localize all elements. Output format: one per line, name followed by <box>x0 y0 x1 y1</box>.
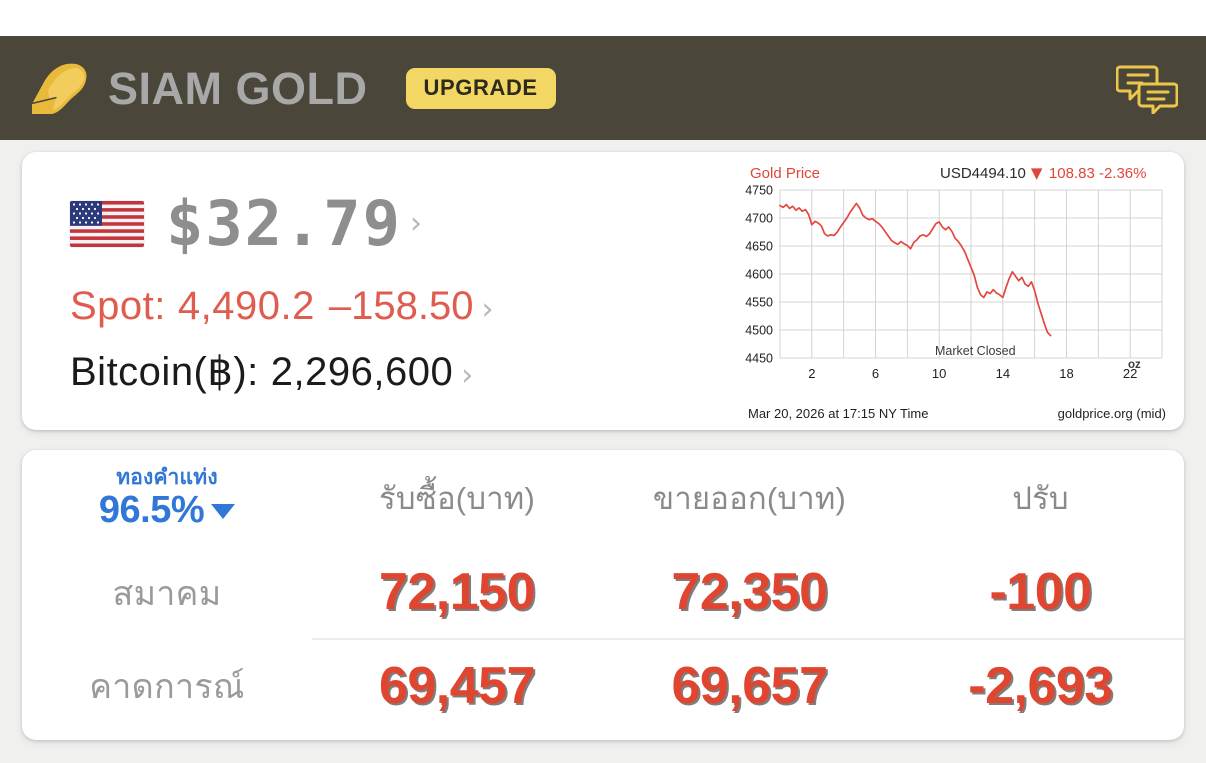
svg-text:4700: 4700 <box>745 212 773 226</box>
chart-footer-source: goldprice.org (mid) <box>1058 406 1166 421</box>
spot-delta: –158.50 <box>328 284 474 328</box>
svg-text:4600: 4600 <box>745 268 773 282</box>
chat-bubbles-icon[interactable] <box>1116 62 1178 114</box>
table-row: สมาคม 72,150 72,350 -100 <box>22 546 1184 639</box>
price-summary-card: $32.79 › Spot: 4,490.2 –158.50 › Bitcoin… <box>22 152 1184 430</box>
chart-change: 108.83 -2.36% <box>1049 165 1147 182</box>
column-header-change: ปรับ <box>1012 481 1069 516</box>
bitcoin-value: 2,296,600 <box>270 350 454 394</box>
spot-label: Spot: <box>70 284 166 328</box>
chart-quote-price: USD4494.10 <box>940 165 1026 182</box>
chart-title: Gold Price <box>750 165 820 182</box>
bitcoin-label: Bitcoin(฿): <box>70 350 259 394</box>
status-bar <box>0 0 1206 36</box>
spot-price-row[interactable]: Spot: 4,490.2 –158.50 › <box>70 284 722 329</box>
column-header-buy: รับซื้อ(บาท) <box>379 481 535 516</box>
svg-text:4550: 4550 <box>745 296 773 310</box>
chart-price-line <box>779 202 1052 337</box>
us-flag-icon <box>70 201 144 247</box>
triangle-down-icon: ▼ <box>1031 164 1043 182</box>
spot-value: 4,490.2 <box>177 284 315 328</box>
cell-change-association: -100 <box>989 563 1092 621</box>
purity-selector[interactable]: ทองคำแท่ง 96.5% <box>22 450 312 546</box>
chart-annotation: Market Closed <box>935 344 1016 358</box>
table-header-row: ทองคำแท่ง 96.5% รับซื้อ(บาท) ขายออก(บาท)… <box>22 450 1184 546</box>
chevron-right-icon: › <box>481 292 494 327</box>
cell-sell-association: 72,350 <box>671 563 828 621</box>
purity-kind-label: ทองคำแท่ง <box>116 466 218 489</box>
svg-text:2: 2 <box>808 366 815 381</box>
gold-bar-logo-icon <box>31 63 87 114</box>
chart-x-tick-labels: 2 6 10 14 18 22 <box>808 366 1137 381</box>
price-list: $32.79 › Spot: 4,490.2 –158.50 › Bitcoin… <box>22 152 722 430</box>
chevron-right-icon: › <box>461 358 474 393</box>
cell-change-forecast: -2,693 <box>897 638 1184 732</box>
chart-y-tick-labels: 4450 4500 4550 4600 4650 4700 4750 <box>745 184 773 366</box>
purity-percent-line: 96.5% <box>98 489 236 531</box>
svg-text:18: 18 <box>1059 366 1073 381</box>
cell-sell-forecast: 69,657 <box>602 638 897 732</box>
svg-text:22: 22 <box>1123 366 1137 381</box>
cell-buy-forecast: 69,457 <box>312 638 602 732</box>
chart-gridlines <box>779 189 1163 359</box>
gold-rates-card: ทองคำแท่ง 96.5% รับซื้อ(บาท) ขายออก(บาท)… <box>22 450 1184 740</box>
lcd-price-row[interactable]: $32.79 › <box>70 186 722 262</box>
usd-lcd-value: $32.79 <box>166 187 402 260</box>
svg-text:10: 10 <box>932 366 946 381</box>
app-header: SIAM GOLD UPGRADE <box>0 36 1206 140</box>
svg-text:4450: 4450 <box>745 352 773 366</box>
brand-block: SIAM GOLD UPGRADE <box>30 60 556 116</box>
svg-text:4750: 4750 <box>745 184 773 198</box>
chart-unit-label: oz <box>1128 359 1141 371</box>
svg-text:4500: 4500 <box>745 324 773 338</box>
svg-text:4650: 4650 <box>745 240 773 254</box>
purity-selector-inner: ทองคำแท่ง 96.5% <box>98 466 236 531</box>
row-label-association: สมาคม <box>112 574 222 613</box>
bitcoin-row[interactable]: Bitcoin(฿): 2,296,600 › <box>70 349 722 395</box>
upgrade-button[interactable]: UPGRADE <box>405 67 556 109</box>
column-header-sell: ขายออก(บาท) <box>652 481 847 516</box>
brand-title: SIAM GOLD <box>108 62 368 114</box>
caret-down-icon[interactable] <box>211 503 236 519</box>
table-row: คาดการณ์ 69,457 69,657 -2,693 <box>22 638 1184 732</box>
svg-text:14: 14 <box>996 366 1010 381</box>
purity-percent-label: 96.5% <box>98 489 205 531</box>
cell-buy-association: 72,150 <box>378 563 536 621</box>
gold-rates-table: ทองคำแท่ง 96.5% รับซื้อ(บาท) ขายออก(บาท)… <box>22 450 1184 732</box>
svg-text:6: 6 <box>872 366 879 381</box>
row-label-forecast: คาดการณ์ <box>89 667 245 706</box>
chevron-right-icon: › <box>409 206 422 241</box>
chart-footer-datetime: Mar 20, 2026 at 17:15 NY Time <box>748 406 928 421</box>
gold-price-chart[interactable]: 4450 4500 4550 4600 4650 4700 4750 2 6 10 14 18 22 … <box>730 160 1170 428</box>
